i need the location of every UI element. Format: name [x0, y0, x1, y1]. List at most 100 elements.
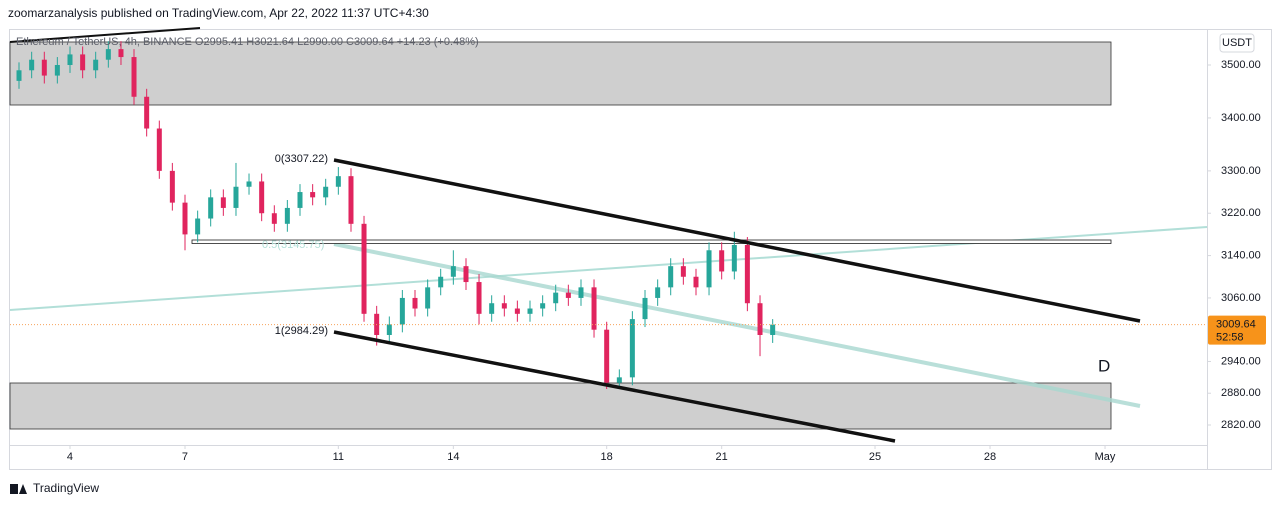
candle-body	[655, 287, 661, 298]
candle-body	[501, 303, 507, 309]
candle-body	[425, 287, 431, 309]
countdown: 52:58	[1216, 331, 1244, 343]
x-tick-label: 14	[447, 451, 459, 463]
candle-body	[591, 287, 597, 330]
candle-body	[156, 128, 162, 171]
candles	[16, 41, 776, 389]
candle-body	[757, 303, 763, 335]
trend-line	[9, 27, 201, 43]
candle-body	[144, 96, 150, 129]
channel-bottom	[333, 330, 896, 443]
candle-body	[361, 223, 367, 314]
header: zoomarzanalysis published on TradingView…	[8, 6, 429, 20]
candle-body	[220, 197, 226, 208]
price-tag-label: 3009.64	[1216, 318, 1256, 330]
candle-body	[54, 64, 60, 76]
candle-body	[668, 266, 674, 288]
logo: TradingView	[10, 481, 99, 495]
candle-body	[642, 297, 648, 320]
x-tick-label: 18	[601, 451, 613, 463]
level-line	[191, 239, 1112, 244]
candle-body	[463, 266, 469, 283]
candle-body	[323, 186, 329, 198]
fib-label: 0.5(3145.75)	[262, 239, 324, 251]
y-tick-label: 3060.00	[1221, 292, 1261, 304]
candle-body	[438, 276, 444, 288]
candle-body	[118, 49, 124, 58]
candle-body	[169, 170, 175, 203]
candle-body	[412, 297, 418, 309]
demand-zone	[9, 382, 1112, 430]
candle-body	[80, 54, 86, 71]
candle-body	[246, 181, 252, 187]
candle-body	[693, 276, 699, 288]
candle-body	[310, 192, 316, 198]
x-tick-label: 21	[716, 451, 728, 463]
fib-label: 0(3307.22)	[275, 153, 328, 165]
candle-body	[450, 266, 456, 277]
channel	[333, 158, 1141, 443]
candle-body	[16, 70, 22, 81]
x-tick-label: 4	[67, 451, 73, 463]
candle-body	[67, 54, 73, 65]
candle-body	[540, 303, 546, 309]
currency[interactable]: USDT	[1222, 37, 1252, 49]
candle-body	[41, 59, 47, 76]
candle-body	[629, 319, 635, 378]
candle-body	[719, 250, 725, 272]
y-tick-label: 3140.00	[1221, 249, 1261, 261]
candle-body	[297, 192, 303, 208]
candle-body	[604, 329, 610, 383]
candle-body	[271, 213, 277, 224]
candle-body	[489, 303, 495, 314]
candle-body	[770, 324, 776, 335]
wave-label: D	[1098, 356, 1110, 375]
candle-body	[514, 308, 520, 314]
supply-zone	[9, 41, 1112, 106]
y-tick-label: 2880.00	[1221, 387, 1261, 399]
candle-body	[476, 282, 482, 314]
currency-button[interactable]	[1219, 33, 1255, 53]
candle-body	[348, 176, 354, 224]
fib-label: 1(2984.29)	[275, 325, 328, 337]
y-tick-label: 3300.00	[1221, 165, 1261, 177]
candle-body	[706, 250, 712, 288]
y-tick-label: 2940.00	[1221, 355, 1261, 367]
candle-body	[578, 287, 584, 298]
candle-body	[335, 176, 341, 187]
legend: Ethereum / TetherUS, 4h, BINANCE O2995.4…	[16, 36, 479, 48]
channel-top	[333, 158, 1141, 323]
candle-body	[565, 292, 571, 298]
price-tag	[1208, 315, 1266, 345]
candle-body	[29, 59, 35, 71]
candle-body	[680, 266, 686, 277]
candle-body	[93, 59, 99, 71]
y-tick-label: 3220.00	[1221, 207, 1261, 219]
candle-body	[386, 324, 392, 335]
candle-body	[105, 49, 111, 60]
candle-body	[233, 186, 239, 208]
x-tick-label: 28	[984, 451, 996, 463]
candle-body	[284, 207, 290, 224]
candle-body	[553, 292, 559, 304]
candle-body	[195, 218, 201, 235]
candle-body	[527, 308, 533, 314]
x-tick-label: 7	[182, 451, 188, 463]
y-tick-label: 3500.00	[1221, 59, 1261, 71]
y-tick-label: 3400.00	[1221, 112, 1261, 124]
plot-frame	[9, 29, 1272, 470]
x-tick-label: 25	[869, 451, 881, 463]
candle-body	[744, 244, 750, 304]
x-tick-label: 11	[333, 451, 344, 463]
candle-body	[616, 377, 622, 383]
candle-body	[731, 244, 737, 272]
y-tick-label: 2820.00	[1221, 419, 1261, 431]
candle-body	[259, 181, 265, 214]
candle-body	[131, 57, 137, 97]
x-tick-label: May	[1095, 451, 1116, 463]
candle-body	[208, 197, 214, 219]
candle-body	[182, 202, 188, 235]
footer: TradingView	[33, 481, 99, 495]
